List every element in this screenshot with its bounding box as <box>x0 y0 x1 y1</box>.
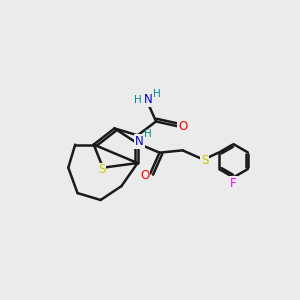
Text: N: N <box>144 93 152 106</box>
Text: H: H <box>134 94 142 104</box>
Text: F: F <box>230 177 237 190</box>
Text: H: H <box>153 89 161 99</box>
Text: H: H <box>144 129 152 139</box>
Text: O: O <box>140 169 149 182</box>
Text: S: S <box>201 154 208 167</box>
Text: N: N <box>135 135 144 148</box>
Text: S: S <box>98 164 106 176</box>
Text: O: O <box>178 120 187 133</box>
